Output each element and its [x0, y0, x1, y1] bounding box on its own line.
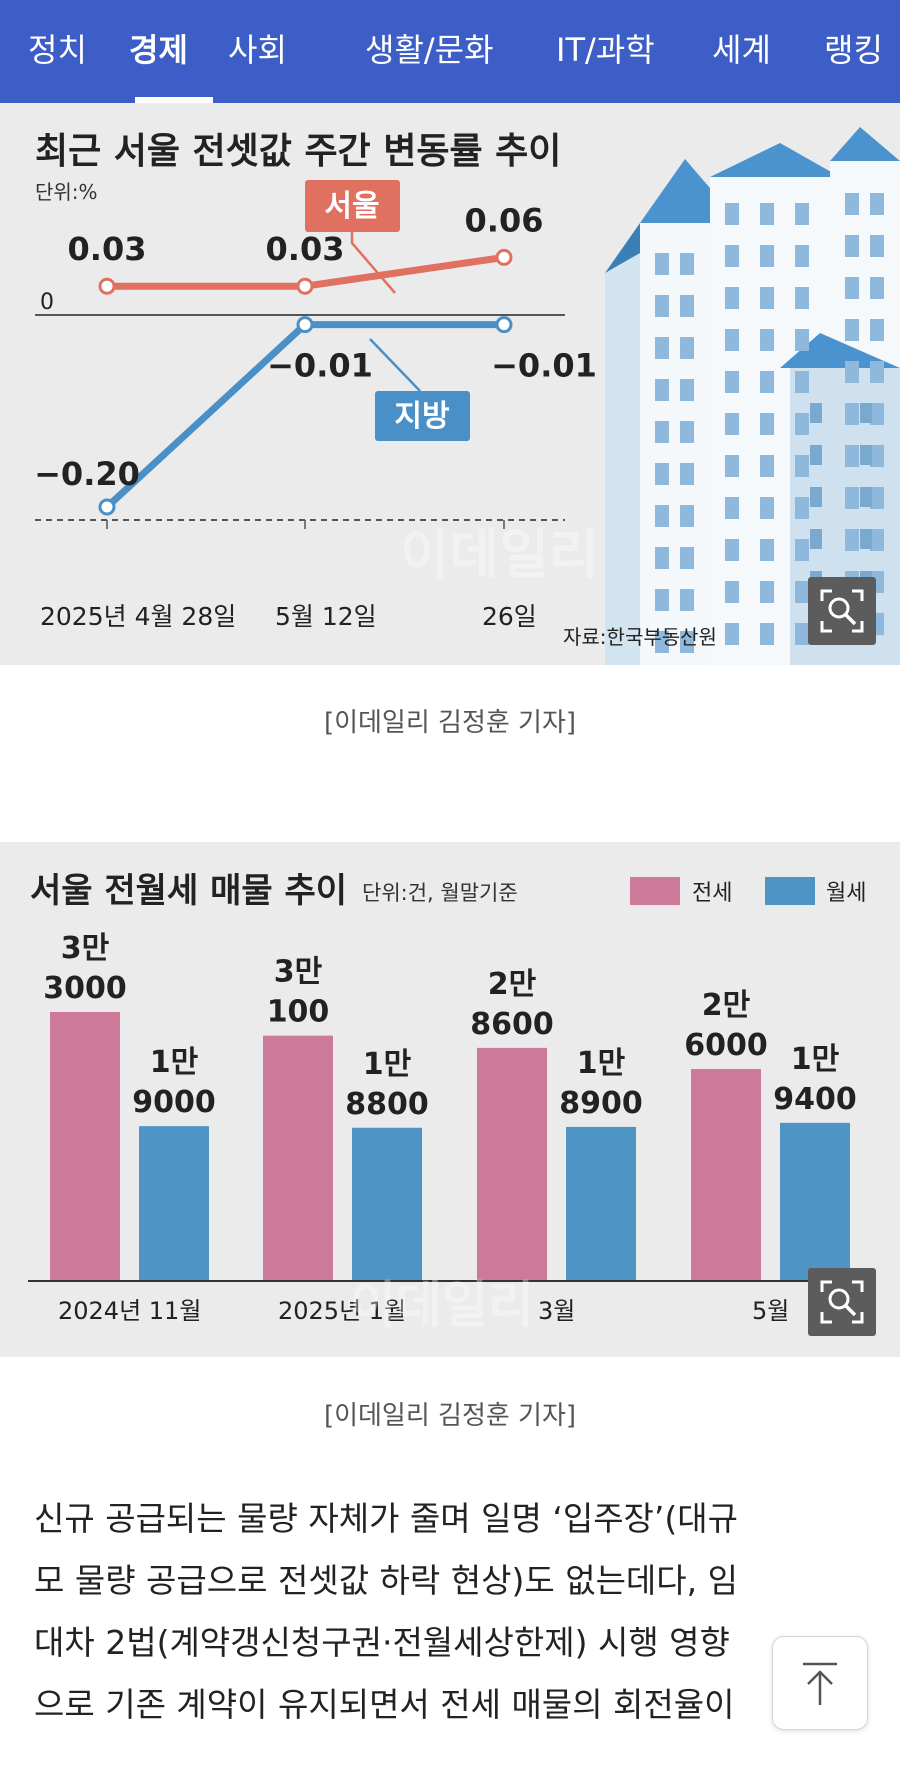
zoom-button[interactable]: [808, 1268, 876, 1336]
zoom-button[interactable]: [808, 577, 876, 645]
article-line: 대차 2법(계약갱신청구권·전월세상한제) 시행 영향: [34, 1623, 730, 1662]
tab-it-science[interactable]: IT/과학: [556, 31, 655, 69]
data-point: [495, 248, 513, 266]
data-label: 0.03: [68, 230, 147, 268]
data-label: 8800: [345, 1087, 429, 1122]
magnifier-icon: [820, 589, 864, 633]
watermark: 이데일리: [400, 523, 599, 586]
legend-wolse: 월세: [826, 881, 866, 906]
figure-rent-listings[interactable]: 서울 전월세 매물 추이 단위:건, 월말기준 전세 월세 3만 3000 1만 90…: [0, 842, 900, 1357]
x-tick-label: 5월: [752, 1297, 789, 1325]
data-label: 3만: [61, 931, 110, 966]
data-label: 6000: [684, 1028, 768, 1063]
data-label: 9400: [773, 1082, 857, 1117]
chart-unit: 단위:건, 월말기준: [362, 881, 518, 905]
data-label: 9000: [132, 1085, 216, 1120]
x-tick-label: 2025년 1월: [278, 1297, 406, 1325]
legend-local-connector: [369, 338, 421, 392]
active-tab-indicator: [135, 97, 213, 103]
data-label: 0.06: [465, 201, 544, 239]
data-label: 1만: [150, 1045, 199, 1080]
tab-society[interactable]: 사회: [228, 31, 287, 69]
figure-caption: [이데일리 김정훈 기자]: [323, 708, 577, 738]
data-label: 2만: [488, 967, 537, 1002]
data-point: [98, 498, 116, 516]
chart-title: 서울 전월세 매물 추이: [30, 871, 347, 911]
data-point: [495, 316, 513, 334]
bar-chart: 서울 전월세 매물 추이 단위:건, 월말기준 전세 월세 3만 3000 1만 90…: [28, 871, 872, 1334]
legend-local: 지방: [394, 399, 450, 434]
article-line: 모 물량 공급으로 전셋값 하락 현상)도 없는데다, 임: [34, 1561, 738, 1600]
data-label: −0.01: [491, 347, 597, 385]
bar-전세: [691, 1069, 761, 1281]
chart-unit: 단위:%: [35, 180, 98, 204]
tab-world[interactable]: 세계: [712, 31, 771, 69]
legend-jeonse: 전세: [692, 881, 732, 906]
data-label: 1만: [791, 1042, 840, 1077]
tab-life-culture[interactable]: 생활/문화: [365, 31, 494, 69]
data-label: 8600: [470, 1007, 554, 1042]
magnifier-icon: [820, 1280, 864, 1324]
zero-label: 0: [40, 290, 54, 315]
figure-jeonse-weekly-change[interactable]: 0.03 0.03 0.06 −0.20 −0.01 −0.01 2025년 4월 28일…: [0, 103, 900, 665]
x-tick-label: 2025년 4월 28일: [40, 602, 236, 631]
category-nav: 정치 경제 사회 생활/문화 IT/과학 세계 랭킹: [0, 0, 900, 103]
tab-politics[interactable]: 정치: [28, 31, 87, 69]
data-label: 100: [267, 995, 330, 1030]
data-label: −0.20: [34, 455, 140, 493]
bar-월세: [566, 1126, 636, 1281]
chart-title: 최근 서울 전셋값 주간 변동률 추이: [35, 131, 561, 172]
source-note: 자료:한국부동산원: [563, 625, 717, 649]
tab-ranking[interactable]: 랭킹: [824, 31, 883, 69]
bar-전세: [477, 1047, 547, 1281]
arrow-up-icon: [803, 1662, 837, 1705]
bar-월세: [352, 1127, 422, 1281]
bar-월세: [139, 1126, 209, 1281]
bar-전세: [263, 1035, 333, 1281]
legend-seoul-tag: [305, 180, 400, 232]
data-label: 8900: [559, 1086, 643, 1121]
legend-swatch-wolse: [765, 877, 815, 905]
data-point: [98, 277, 116, 295]
legend-swatch-jeonse: [630, 877, 680, 905]
data-label: 2만: [702, 988, 751, 1023]
data-label: −0.01: [267, 347, 373, 385]
data-label: 1만: [577, 1046, 626, 1081]
bar-전세: [50, 1012, 120, 1281]
legend-seoul: 서울: [324, 189, 379, 224]
data-label: 1만: [363, 1047, 412, 1082]
data-label: 3만: [274, 955, 323, 990]
x-tick-label: 2024년 11월: [58, 1297, 201, 1325]
figure-caption: [이데일리 김정훈 기자]: [323, 1401, 577, 1431]
article-body: 신규 공급되는 물량 자체가 줄며 일명 ‘입주장’(대규 모 물량 공급으로 …: [34, 1488, 864, 1736]
watermark: 이데일리: [350, 1276, 534, 1334]
tab-economy[interactable]: 경제: [129, 31, 188, 69]
x-tick-label: 3월: [538, 1297, 575, 1325]
data-label: 0.03: [266, 230, 345, 268]
x-tick-label: 5월 12일: [275, 602, 377, 631]
legend-seoul-connector: [350, 232, 396, 294]
data-point: [296, 316, 314, 334]
x-tick-label: 26일: [482, 602, 537, 631]
data-label: 3000: [43, 971, 127, 1006]
article-line: 신규 공급되는 물량 자체가 줄며 일명 ‘입주장’(대규: [34, 1499, 738, 1538]
article-line: 으로 기존 계약이 유지되면서 전세 매물의 회전율이: [34, 1685, 735, 1724]
line-chart: 0.03 0.03 0.06 −0.20 −0.01 −0.01 2025년 4월 28일…: [34, 127, 900, 665]
bar-월세: [780, 1122, 850, 1281]
data-point: [296, 277, 314, 295]
legend-local-tag: [375, 391, 470, 441]
scroll-to-top-button[interactable]: [772, 1636, 868, 1730]
